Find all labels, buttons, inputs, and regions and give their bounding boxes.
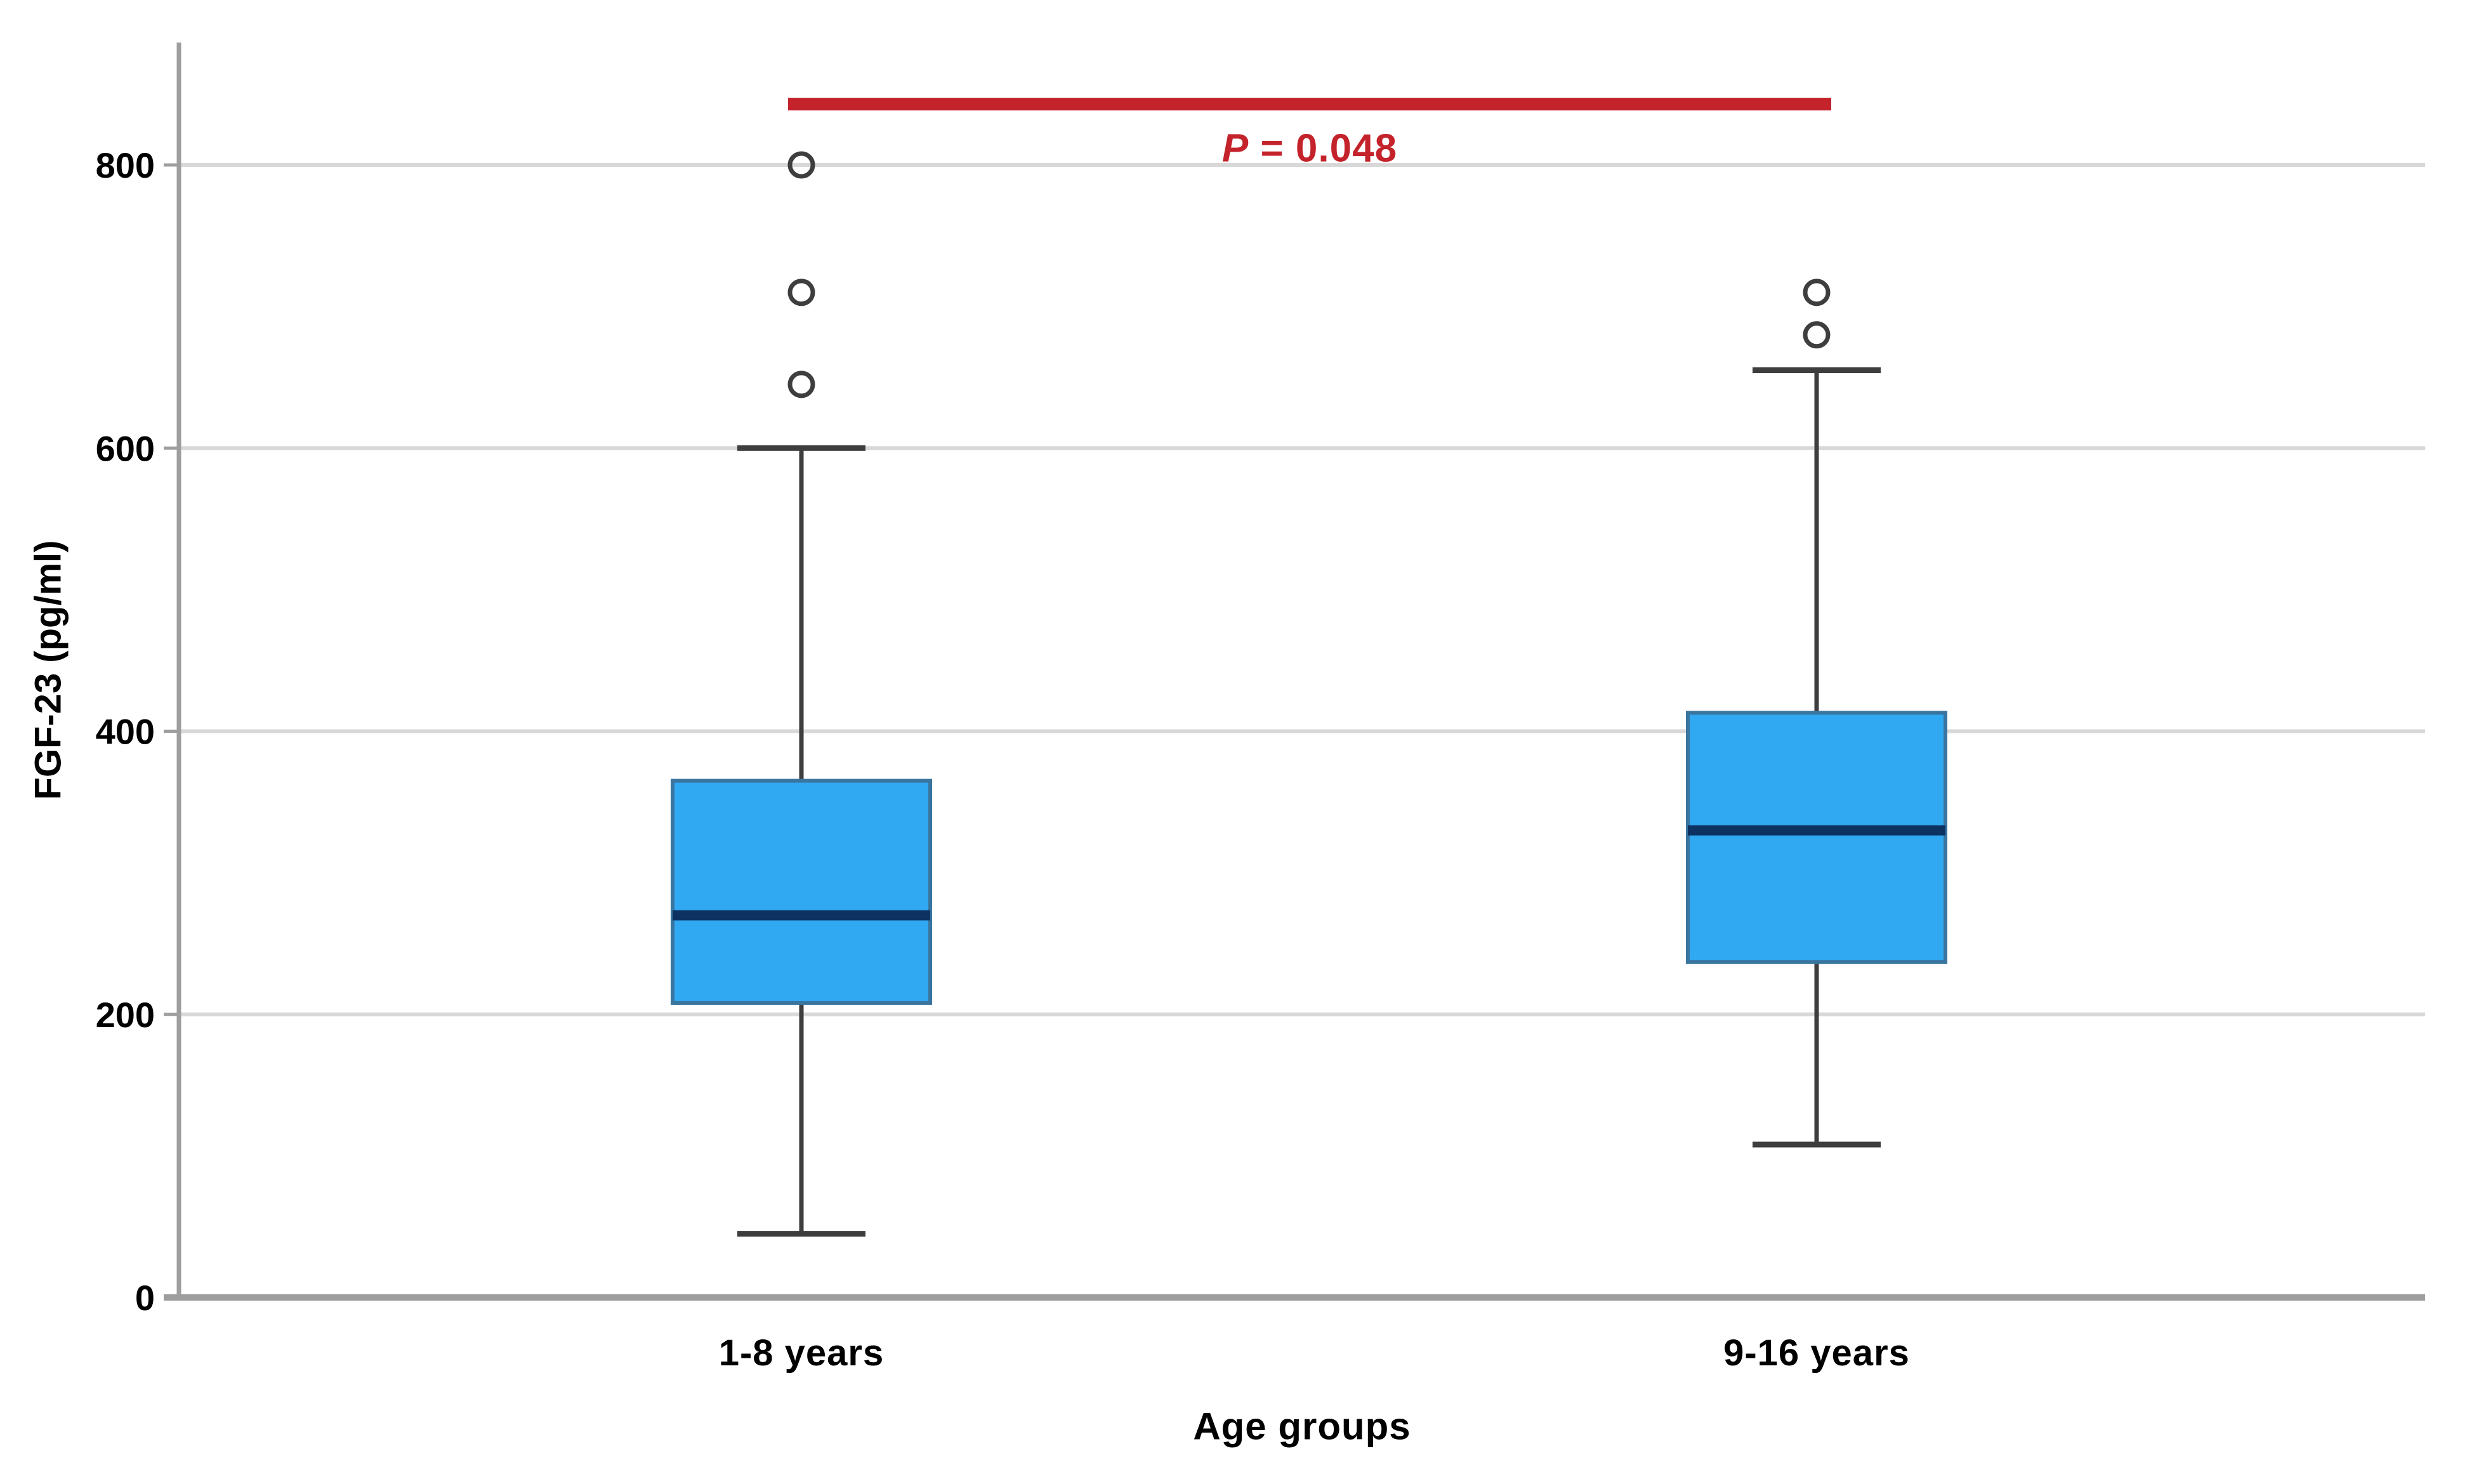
y-tick-label: 0 — [135, 1278, 155, 1318]
iqr-box — [1686, 711, 1947, 964]
y-tick-label: 400 — [96, 712, 155, 752]
y-tick-label: 600 — [96, 428, 155, 468]
significance-label: P = 0.048 — [1221, 126, 1398, 171]
y-axis-title: FGF-23 (pg/ml) — [27, 540, 69, 800]
outlier-point — [787, 279, 815, 306]
significance-bar — [788, 98, 1831, 111]
iqr-box — [671, 778, 932, 1005]
outlier-point — [787, 151, 815, 179]
outlier-point — [1803, 321, 1831, 349]
outlier-point — [787, 371, 815, 398]
x-category-label: 9-16 years — [1723, 1332, 1910, 1374]
x-axis-title: Age groups — [1193, 1405, 1411, 1448]
y-tick-label: 800 — [96, 145, 155, 185]
outlier-point — [1803, 279, 1831, 306]
x-category-label: 1-8 years — [719, 1332, 885, 1374]
y-tick-label: 200 — [96, 995, 155, 1035]
